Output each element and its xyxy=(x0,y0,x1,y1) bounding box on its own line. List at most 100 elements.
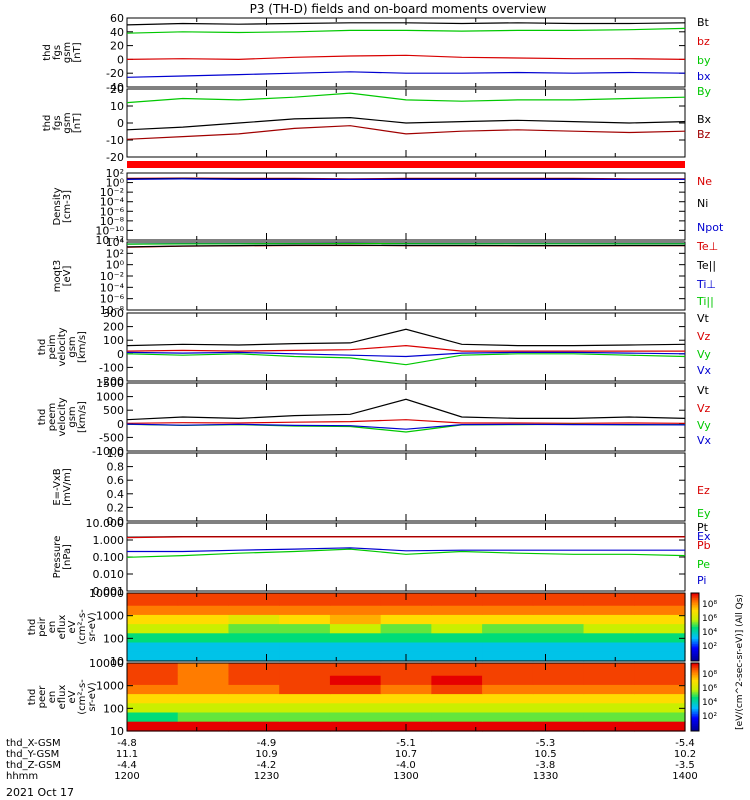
y-axis-label-line: (cm²-s- xyxy=(77,609,88,645)
spectrogram-cell xyxy=(177,721,230,732)
y-tick-label: 10⁻⁴ xyxy=(100,196,125,209)
colorbar-cell xyxy=(691,608,699,611)
spectrogram-cell xyxy=(634,711,686,722)
spectrogram-cell xyxy=(279,605,331,615)
spectrogram-cell xyxy=(634,651,686,662)
spectrogram-cell xyxy=(634,641,686,652)
legend-entry: Pt xyxy=(697,521,709,534)
colorbar-cell xyxy=(691,655,699,659)
colorbar-cell xyxy=(691,635,699,638)
colorbar-cell xyxy=(691,650,699,653)
y-axis-label-line: fgs xyxy=(52,45,63,60)
colorbar-cell xyxy=(691,697,699,700)
colorbar-cell xyxy=(691,594,699,597)
series-line-npot xyxy=(126,178,685,180)
y-axis-label-line: [mV/m] xyxy=(62,468,73,506)
y-tick-label: 10⁻⁴ xyxy=(100,281,125,294)
spectrogram-cell xyxy=(583,651,635,662)
spectrogram-cell xyxy=(177,711,230,722)
spectrogram-cell xyxy=(634,614,686,625)
footer-row-label: thd_Z-GSM xyxy=(6,760,61,771)
y-tick-label: 0.0 xyxy=(107,515,125,528)
colorbar-tick-label: 10⁸ xyxy=(702,670,717,680)
spectrogram-cell xyxy=(482,675,534,685)
y-tick-label: 20 xyxy=(110,40,124,53)
spectrogram-cell xyxy=(279,693,331,704)
spectrogram-cell xyxy=(228,721,280,732)
y-axis-label-line: peem xyxy=(47,403,58,431)
y-tick-label: 0.2 xyxy=(107,501,125,514)
y-axis-label: moqt3[eV] xyxy=(52,260,73,293)
y-axis-label-line: (cm²-s- xyxy=(77,679,88,715)
spectrogram-cell xyxy=(329,605,382,615)
y-axis-label-line: sr-eV) xyxy=(87,682,98,711)
colorbar-cell xyxy=(691,604,699,608)
y-tick-label: 10⁻² xyxy=(100,186,124,199)
spectrogram-cell xyxy=(177,641,230,652)
spectrogram-cell xyxy=(431,605,483,615)
y-tick-label: 10000 xyxy=(89,587,124,600)
spectrogram-cell xyxy=(532,641,585,652)
spectrogram-cell xyxy=(482,702,534,713)
colorbar-cell xyxy=(691,647,699,650)
y-axis-label-line: sr-eV) xyxy=(87,612,98,641)
footer-value: 1330 xyxy=(533,771,558,782)
spectrogram-cell xyxy=(583,605,635,615)
y-tick-label: 10² xyxy=(106,167,124,180)
colorbar-cell xyxy=(691,593,699,596)
footer-value: 1400 xyxy=(672,771,697,782)
spectrogram-cell xyxy=(380,684,432,695)
y-tick-label: 10⁻⁶ xyxy=(100,205,125,218)
footer-value: -4.8 xyxy=(117,738,137,749)
series-line-by xyxy=(126,27,686,34)
colorbar-cell xyxy=(691,659,699,662)
y-axis-label-line: [cm-3] xyxy=(62,190,73,223)
spectrogram-cell xyxy=(279,721,331,732)
colorbar-cell xyxy=(691,705,699,708)
y-tick-label: -500 xyxy=(99,431,124,444)
colorbar-cell xyxy=(691,717,699,720)
colorbar-cell xyxy=(691,638,699,642)
colorbar-cell xyxy=(691,676,699,679)
colorbar-cell xyxy=(691,695,699,698)
series-line-bx xyxy=(126,71,686,78)
colorbar-cell xyxy=(691,621,699,625)
y-axis-label: thdpeemvelocitygsm[km/s] xyxy=(37,397,88,436)
y-tick-label: 0.100 xyxy=(93,551,125,564)
colorbar-cell xyxy=(691,625,699,628)
spectrogram-cell xyxy=(583,623,635,634)
spectrogram-cell xyxy=(127,641,179,652)
y-tick-label: 0.8 xyxy=(107,461,125,474)
spectrogram-cell xyxy=(228,663,280,676)
legend-entry: Npot xyxy=(697,221,724,234)
y-tick-label: 0 xyxy=(117,348,124,361)
colorbar-cell xyxy=(691,620,699,623)
footer-value: -5.1 xyxy=(396,738,416,749)
series-line-vt xyxy=(126,328,686,347)
colorbar-cell xyxy=(691,729,699,732)
y-tick-label: 10 xyxy=(110,655,124,668)
spectrogram-cell xyxy=(228,623,280,634)
spectrogram-cell xyxy=(177,632,230,643)
spectrogram-cell xyxy=(127,651,179,662)
spectrogram-cell xyxy=(127,721,179,732)
colorbar-cell xyxy=(691,613,699,616)
spectrogram-cell xyxy=(127,693,179,704)
y-axis-label: Pressure[nPa] xyxy=(52,536,73,579)
spectrogram-cell xyxy=(329,593,382,606)
colorbar-cell xyxy=(691,708,699,712)
spectrogram-cell xyxy=(532,623,585,634)
y-tick-label: 0 xyxy=(117,418,124,431)
colorbar-cell xyxy=(691,703,699,706)
series-line-bz xyxy=(126,125,686,140)
spectrogram-cell xyxy=(532,605,585,615)
y-tick-label: 500 xyxy=(103,404,124,417)
spectrogram-cell xyxy=(431,632,483,643)
footer-row-label: hhmm xyxy=(6,771,38,782)
spectrogram-cell xyxy=(532,593,585,606)
spectrogram-cell xyxy=(228,614,280,625)
spectrogram-cell xyxy=(177,702,230,713)
series-line-pi xyxy=(127,547,685,553)
colorbar-cell xyxy=(691,690,699,693)
